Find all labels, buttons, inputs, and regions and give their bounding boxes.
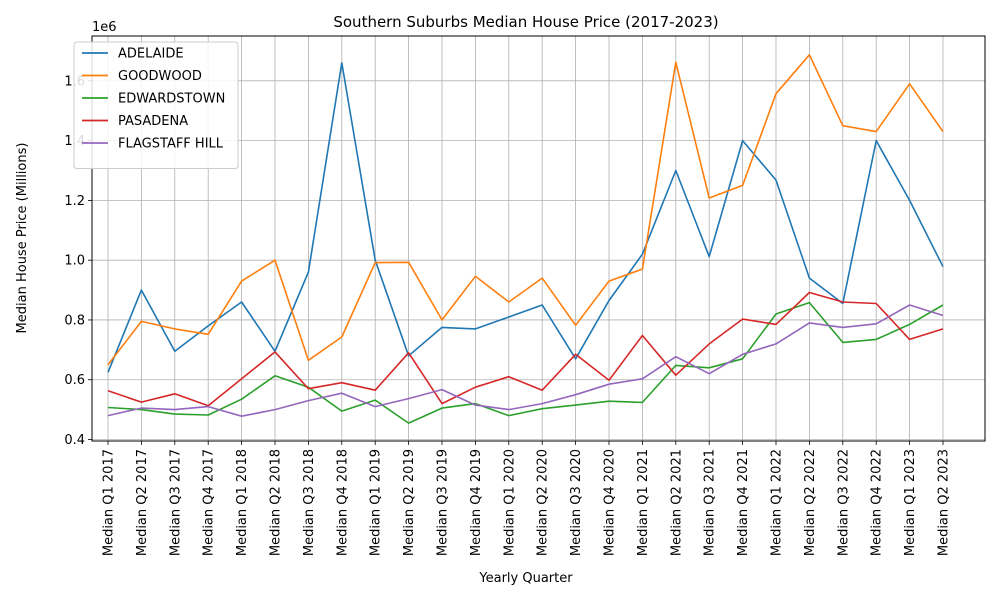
legend-label: PASADENA: [118, 114, 188, 129]
x-tick-label: Median Q3 2020: [569, 449, 584, 556]
legend-label: EDWARDSTOWN: [118, 92, 225, 107]
x-tick-label: Median Q1 2022: [770, 449, 785, 556]
legend: ADELAIDE GOODWOOD EDWARDSTOWN PASADENA FLAGS…: [74, 42, 238, 169]
x-tick-label: Median Q3 2021: [703, 449, 718, 556]
x-tick-label: Median Q2 2021: [669, 449, 684, 556]
x-tick-label: Median Q2 2023: [937, 449, 952, 556]
y-tick-label: 0.4: [64, 433, 85, 448]
x-axis-label: Yearly Quarter: [478, 571, 573, 586]
legend-label: GOODWOOD: [118, 69, 202, 84]
x-tick-label: Median Q2 2019: [402, 449, 417, 556]
legend-label: ADELAIDE: [118, 47, 184, 62]
x-tick-label: Median Q4 2017: [202, 449, 217, 556]
x-tick-label: Median Q1 2018: [235, 449, 250, 556]
legend-label: FLAGSTAFF HILL: [118, 137, 224, 152]
x-tick-label: Median Q2 2018: [269, 449, 284, 556]
y-tick-label: 0.8: [64, 313, 85, 328]
y-tick-label: 1.2: [64, 194, 85, 209]
y-tick-label: 1.0: [64, 254, 85, 269]
x-tick-label: Median Q1 2023: [903, 449, 918, 556]
x-tick-label: Median Q4 2019: [469, 449, 484, 556]
y-axis-label: Median House Price (Millions): [15, 143, 30, 334]
x-tick-label: Median Q4 2022: [870, 449, 885, 556]
x-tick-label: Median Q1 2017: [102, 449, 117, 556]
x-tick-label: Median Q3 2022: [836, 449, 851, 556]
x-tick-label: Median Q1 2021: [636, 449, 651, 556]
x-tick-label: Median Q3 2018: [302, 449, 317, 556]
x-tick-label: Median Q2 2022: [803, 449, 818, 556]
x-tick-label: Median Q4 2021: [736, 449, 751, 556]
y-offset-text: 1e6: [92, 20, 117, 35]
x-tick-label: Median Q1 2019: [369, 449, 384, 556]
x-tick-label: Median Q4 2020: [603, 449, 618, 556]
x-tick-label: Median Q2 2020: [536, 449, 551, 556]
y-tick-label: 0.6: [64, 373, 85, 388]
chart-title: Southern Suburbs Median House Price (201…: [333, 13, 718, 31]
x-tick-label: Median Q4 2018: [335, 449, 350, 556]
x-tick-label: Median Q3 2019: [436, 449, 451, 556]
x-tick-label: Median Q1 2020: [502, 449, 517, 556]
x-tick-label: Median Q3 2017: [168, 449, 183, 556]
x-tick-label: Median Q2 2017: [135, 449, 150, 556]
